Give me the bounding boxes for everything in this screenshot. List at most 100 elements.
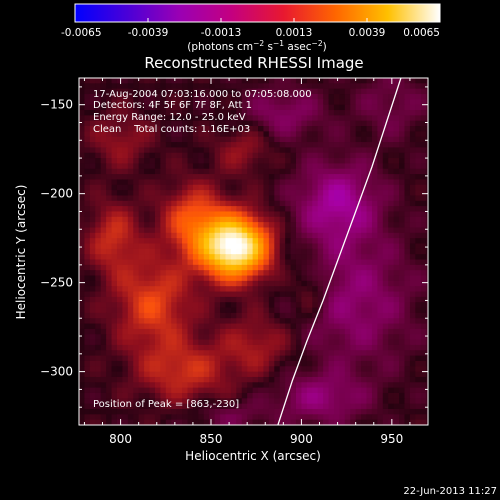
heatmap-cell xyxy=(339,259,346,266)
heatmap-cell xyxy=(133,387,140,394)
heatmap-cell xyxy=(198,94,205,100)
heatmap-cell xyxy=(328,403,335,410)
heatmap-cell xyxy=(399,152,406,159)
heatmap-cell xyxy=(333,206,340,213)
heatmap-cell xyxy=(89,115,96,122)
heatmap-cell xyxy=(409,126,416,132)
heatmap-cell xyxy=(274,211,281,218)
heatmap-cell xyxy=(144,339,151,346)
heatmap-cell xyxy=(306,195,313,202)
heatmap-cell xyxy=(274,387,281,394)
heatmap-cell xyxy=(177,425,183,431)
heatmap-cell xyxy=(306,307,313,314)
heatmap-cell xyxy=(138,126,145,132)
heatmap-cell xyxy=(252,339,259,346)
heatmap-cell xyxy=(116,152,123,159)
heatmap-cell xyxy=(154,206,161,213)
heatmap-cell xyxy=(95,286,102,293)
heatmap-cell xyxy=(415,110,422,116)
heatmap-cell xyxy=(214,344,221,351)
heatmap-cell xyxy=(100,120,107,127)
heatmap-cell xyxy=(393,302,400,309)
heatmap-cell xyxy=(344,200,351,207)
heatmap-cell xyxy=(344,206,351,213)
heatmap-cell xyxy=(225,110,232,116)
heatmap-cell xyxy=(171,232,178,239)
heatmap-cell xyxy=(263,163,270,170)
heatmap-cell xyxy=(393,355,400,362)
heatmap-cell xyxy=(165,136,172,143)
heatmap-cell xyxy=(247,360,254,367)
heatmap-cell xyxy=(138,222,145,229)
heatmap-cell xyxy=(333,286,340,293)
heatmap-cell xyxy=(84,168,91,175)
heatmap-cell xyxy=(122,126,129,132)
heatmap-cell xyxy=(89,264,96,271)
heatmap-cell xyxy=(317,355,324,362)
heatmap-cell xyxy=(165,190,172,197)
heatmap-cell xyxy=(138,184,145,191)
heatmap-cell xyxy=(290,174,297,181)
heatmap-cell xyxy=(154,238,161,245)
heatmap-cell xyxy=(95,248,102,255)
heatmap-cell xyxy=(355,307,362,314)
heatmap-cell xyxy=(149,307,156,314)
heatmap-cell xyxy=(247,243,254,250)
heatmap-cell xyxy=(404,222,411,229)
heatmap-cell xyxy=(399,206,406,213)
heatmap-cell xyxy=(263,147,270,154)
heatmap-cell xyxy=(236,291,243,298)
heatmap-cell xyxy=(344,243,351,250)
heatmap-cell xyxy=(350,227,357,234)
heatmap-cell xyxy=(209,328,216,335)
heatmap-cell xyxy=(79,259,86,266)
heatmap-cell xyxy=(415,136,422,143)
heatmap-cell xyxy=(328,254,335,261)
heatmap-cell xyxy=(268,408,275,415)
heatmap-cell xyxy=(241,270,248,277)
heatmap-cell xyxy=(393,307,400,314)
heatmap-cell xyxy=(377,243,384,250)
heatmap-cell xyxy=(295,136,303,143)
heatmap-cell xyxy=(295,88,303,95)
heatmap-cell xyxy=(144,360,151,367)
heatmap-cell xyxy=(366,318,373,325)
heatmap-cell xyxy=(388,78,395,84)
heatmap-cell xyxy=(116,222,123,229)
heatmap-cell xyxy=(247,334,254,341)
heatmap-cell xyxy=(279,78,286,84)
heatmap-cell xyxy=(409,152,416,159)
heatmap-cell xyxy=(241,120,248,127)
heatmap-cell xyxy=(295,179,303,186)
heatmap-cell xyxy=(230,115,237,122)
heatmap-cell xyxy=(144,328,151,335)
heatmap-cell xyxy=(187,78,194,84)
heatmap-cell xyxy=(426,323,428,330)
heatmap-cell xyxy=(187,318,194,325)
heatmap-cell xyxy=(420,195,427,202)
heatmap-cell xyxy=(214,307,221,314)
heatmap-cell xyxy=(317,190,324,197)
heatmap-cell xyxy=(149,387,156,394)
heatmap-cell xyxy=(355,238,362,245)
heatmap-cell xyxy=(127,83,134,90)
heatmap-cell xyxy=(79,248,86,255)
heatmap-cell xyxy=(241,355,248,362)
heatmap-cell xyxy=(160,222,167,229)
heatmap-cell xyxy=(144,350,151,357)
heatmap-cell xyxy=(236,120,243,127)
heatmap-cell xyxy=(355,195,362,202)
heatmap-cell xyxy=(350,78,357,84)
heatmap-cell xyxy=(79,403,86,410)
heatmap-cell xyxy=(122,206,129,213)
heatmap-cell xyxy=(100,312,107,319)
heatmap-cell xyxy=(214,264,221,271)
heatmap-cell xyxy=(350,275,357,282)
heatmap-cell xyxy=(100,104,107,111)
heatmap-cell xyxy=(214,296,221,303)
heatmap-cell xyxy=(241,168,248,175)
heatmap-cell xyxy=(258,403,265,410)
heatmap-cell xyxy=(290,200,297,207)
heatmap-cell xyxy=(138,296,145,303)
heatmap-cell xyxy=(366,248,373,255)
